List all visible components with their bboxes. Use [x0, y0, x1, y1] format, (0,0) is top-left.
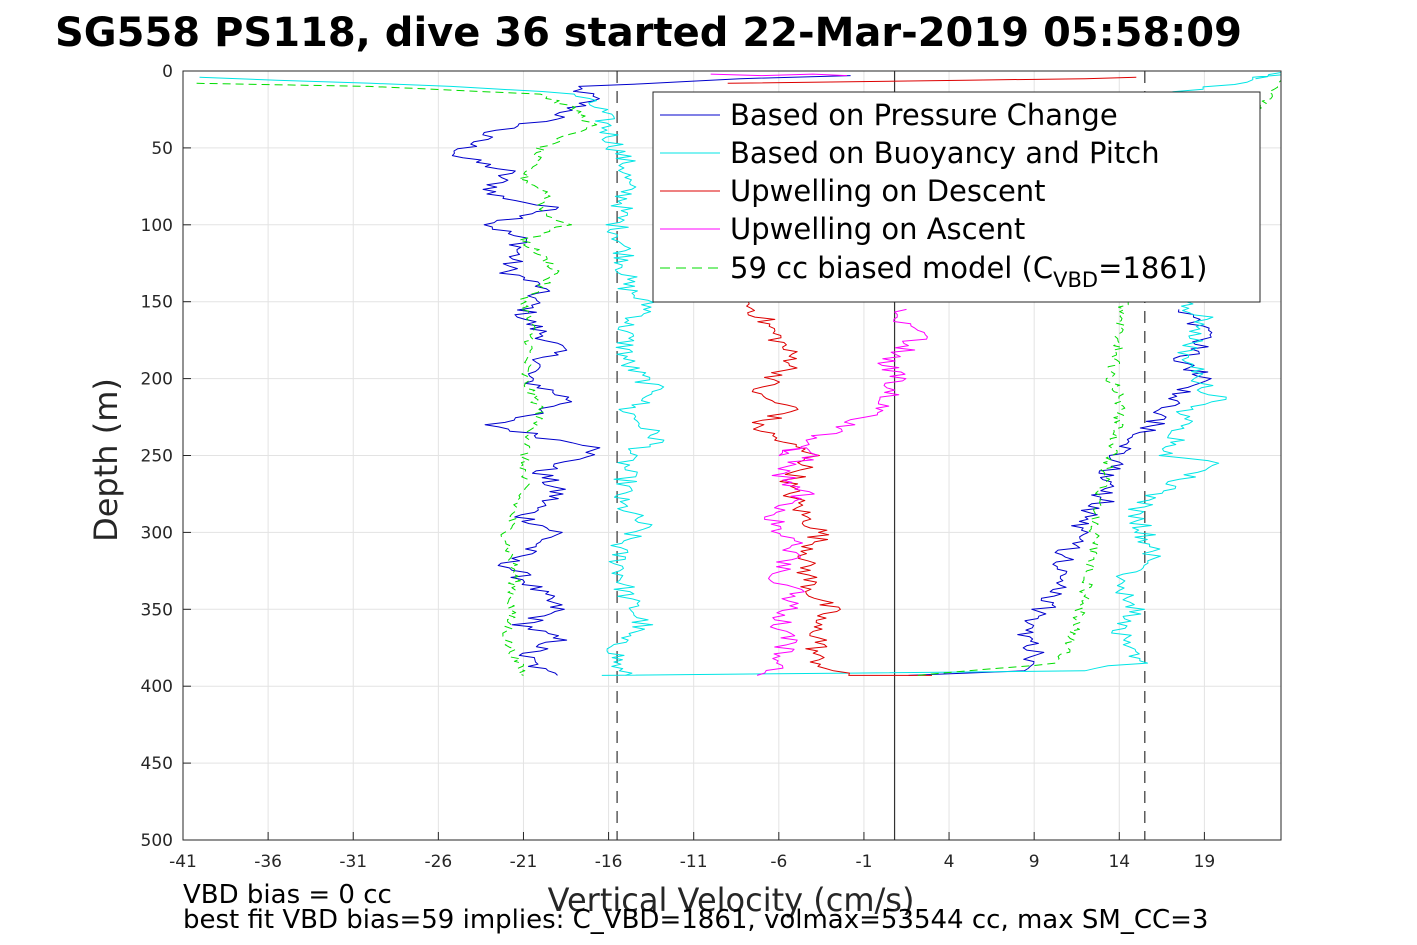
series-line-descent — [199, 76, 665, 676]
x-tick-label: -1 — [855, 852, 872, 872]
legend-model-main: 59 cc biased model (C — [730, 251, 1053, 285]
x-tick-labels: -41 -36 -31 -26 -21 -16 -11 -6 -1 4 9 14 19 — [169, 852, 1215, 872]
x-tick-label: -26 — [424, 852, 452, 872]
x-tick-label: 4 — [944, 852, 955, 872]
x-tick-label: -36 — [254, 852, 282, 872]
legend-entry-model: 59 cc biased model (CVBD=1861) — [730, 251, 1208, 292]
x-tick-label: -6 — [770, 852, 787, 872]
x-tick-label: 14 — [1108, 852, 1130, 872]
series-4 — [196, 71, 1282, 676]
x-tick-label: -16 — [595, 852, 623, 872]
y-tick-label: 100 — [141, 216, 173, 236]
series-3 — [710, 73, 928, 676]
series-line-ascent — [756, 308, 928, 676]
series-line-descent — [451, 75, 851, 676]
series-0 — [451, 75, 1213, 676]
legend-entry-buoyancy: Based on Buoyancy and Pitch — [730, 136, 1160, 170]
legend-entry-ascent: Upwelling on Ascent — [730, 212, 1025, 246]
x-tick-label: -21 — [510, 852, 538, 872]
series-line-surface — [710, 73, 847, 77]
series-group — [196, 71, 1282, 676]
note-best-fit: best fit VBD bias=59 implies: C_VBD=1861… — [183, 905, 1208, 935]
legend-box — [652, 91, 1261, 303]
x-tick-label: -11 — [680, 852, 708, 872]
y-tick-labels: 0 50 100 150 200 250 300 350 400 450 500 — [141, 62, 173, 851]
x-tick-label: -41 — [169, 852, 197, 872]
legend-model-subscript: VBD — [1053, 268, 1098, 292]
series-line-descent — [196, 82, 598, 676]
legend-model-end: =1861) — [1098, 251, 1207, 285]
series-2 — [727, 76, 1137, 676]
y-tick-label: 500 — [141, 831, 173, 851]
chart-title: SG558 PS118, dive 36 started 22-Mar-2019… — [55, 10, 1242, 56]
y-tick-label: 250 — [141, 447, 173, 467]
legend-entry-descent: Upwelling on Descent — [730, 174, 1046, 208]
series-line-ascent — [908, 309, 1213, 676]
series-line-surface — [727, 76, 1137, 84]
x-axis-label: Vertical Velocity (cm/s) — [548, 881, 915, 919]
x-tick-label: 9 — [1029, 852, 1040, 872]
axes-frame — [182, 70, 1282, 841]
y-tick-label: 0 — [162, 62, 173, 82]
legend: Based on Pressure Change Based on Buoyan… — [652, 91, 1261, 303]
y-axis-label: Depth (m) — [87, 378, 125, 542]
x-tick-label: 19 — [1194, 852, 1216, 872]
y-tick-label: 200 — [141, 370, 173, 390]
series-line-descent — [746, 301, 932, 676]
legend-entry-pressure: Based on Pressure Change — [730, 98, 1118, 132]
y-tick-label: 350 — [141, 600, 173, 620]
note-vbd-bias: VBD bias = 0 cc — [183, 880, 392, 910]
y-tick-label: 400 — [141, 677, 173, 697]
y-tick-label: 50 — [151, 139, 173, 159]
y-tick-label: 150 — [141, 293, 173, 313]
y-tick-label: 450 — [141, 754, 173, 774]
y-tick-label: 300 — [141, 523, 173, 543]
x-tick-label: -31 — [339, 852, 367, 872]
